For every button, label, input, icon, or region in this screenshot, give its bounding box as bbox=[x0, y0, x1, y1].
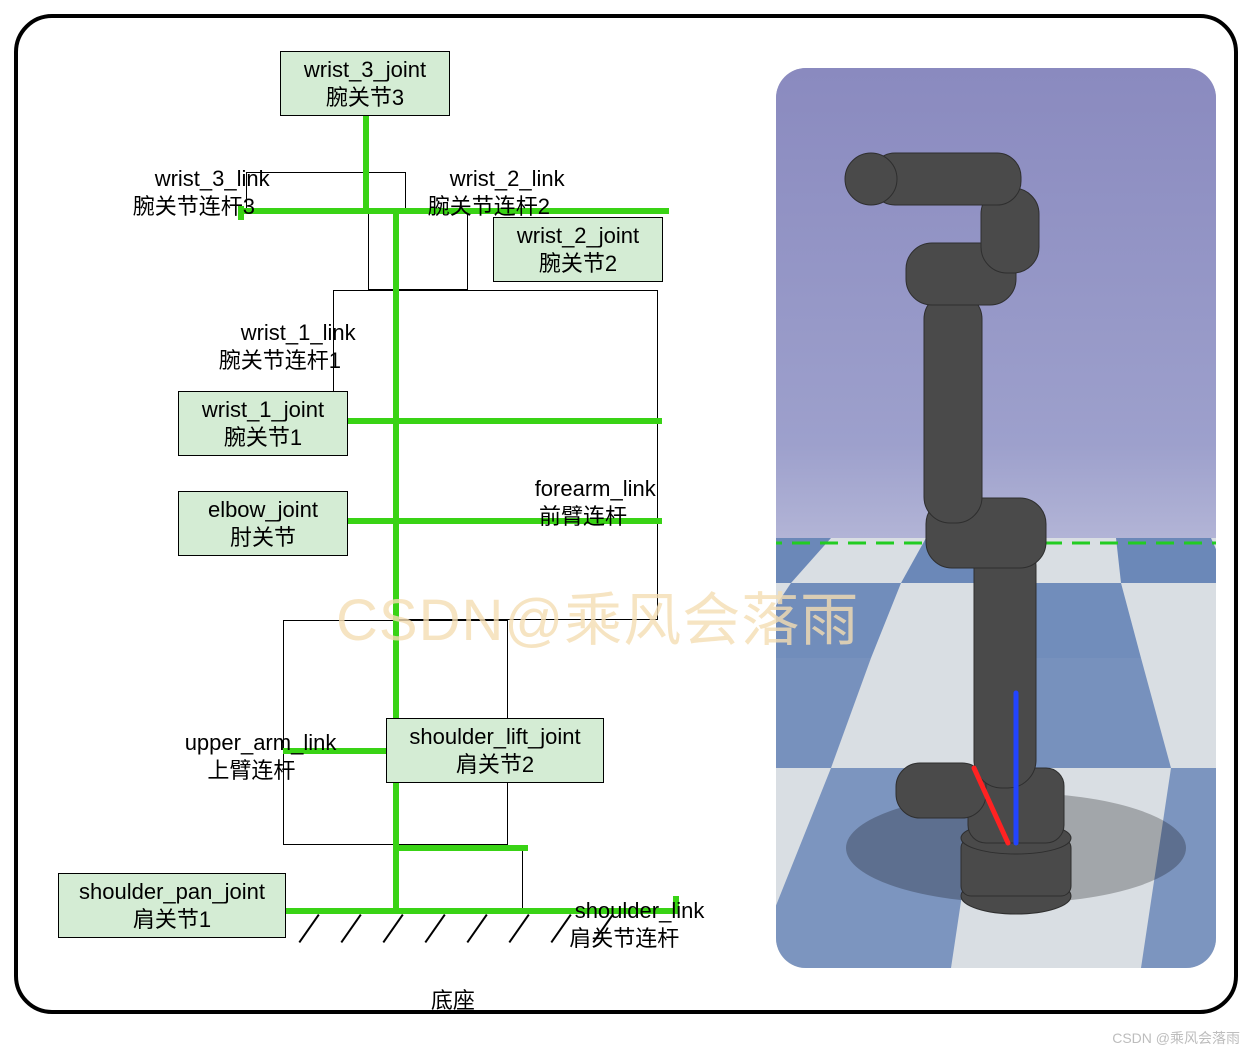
hatch bbox=[298, 914, 319, 943]
wrist1-joint-en: wrist_1_joint bbox=[185, 396, 341, 424]
gl-trunk bbox=[393, 523, 399, 911]
shoulder-link-box bbox=[398, 845, 523, 910]
wrist1-joint-box: wrist_1_joint 腕关节1 bbox=[178, 391, 348, 456]
wrist2-joint-cn: 腕关节2 bbox=[500, 250, 656, 278]
shoulder-pan-joint-en: shoulder_pan_joint bbox=[65, 878, 279, 906]
upper-arm-link-label: upper_arm_link 上臂连杆 bbox=[148, 700, 336, 814]
wrist1-link-label: wrist_1_link 腕关节连杆1 bbox=[204, 290, 356, 404]
kinematic-diagram: wrist_3_joint 腕关节3 wrist_2_joint 腕关节2 wr… bbox=[18, 18, 758, 1014]
shoulder-lift-joint-box: shoulder_lift_joint 肩关节2 bbox=[386, 718, 604, 783]
outer-frame: wrist_3_joint 腕关节3 wrist_2_joint 腕关节2 wr… bbox=[14, 14, 1238, 1014]
wrist1-joint-cn: 腕关节1 bbox=[185, 424, 341, 452]
wrist3-joint-box: wrist_3_joint 腕关节3 bbox=[280, 51, 450, 116]
footer-watermark: CSDN @乘风会落雨 bbox=[1112, 1028, 1240, 1048]
shoulder-lift-joint-cn: 肩关节2 bbox=[393, 751, 597, 779]
gl-wrist3-v bbox=[363, 111, 369, 211]
elbow-joint-en: elbow_joint bbox=[185, 496, 341, 524]
forearm-link-label: forearm_link 前臂连杆 bbox=[498, 446, 656, 560]
hatch bbox=[424, 914, 445, 943]
hatch bbox=[508, 914, 529, 943]
hatch bbox=[382, 914, 403, 943]
robot-arm-render bbox=[776, 68, 1216, 968]
wrist2-joint-en: wrist_2_joint bbox=[500, 222, 656, 250]
render-panel bbox=[776, 68, 1216, 968]
hatch bbox=[466, 914, 487, 943]
gl-elbow-v bbox=[393, 423, 399, 523]
base-link-label: 底座 base_link bbox=[388, 958, 481, 1014]
gl-wrist1-v1 bbox=[393, 208, 399, 423]
shoulder-lift-joint-en: shoulder_lift_joint bbox=[393, 723, 597, 751]
elbow-joint-cn: 肘关节 bbox=[185, 524, 341, 552]
wrist3-link-label: wrist_3_link 腕关节连杆3 bbox=[118, 136, 270, 250]
shoulder-pan-joint-cn: 肩关节1 bbox=[65, 906, 279, 934]
elbow-joint-box: elbow_joint 肘关节 bbox=[178, 491, 348, 556]
gl-shlink bbox=[393, 845, 528, 851]
hatch bbox=[340, 914, 361, 943]
shoulder-pan-joint-box: shoulder_pan_joint 肩关节1 bbox=[58, 873, 286, 938]
wrist3-joint-cn: 腕关节3 bbox=[287, 84, 443, 112]
wrist3-joint-en: wrist_3_joint bbox=[287, 56, 443, 84]
wrist2-joint-box: wrist_2_joint 腕关节2 bbox=[493, 217, 663, 282]
shoulder-link-label: shoulder_link 肩关节连杆 bbox=[538, 868, 704, 982]
wrist3-link-box bbox=[246, 172, 406, 210]
